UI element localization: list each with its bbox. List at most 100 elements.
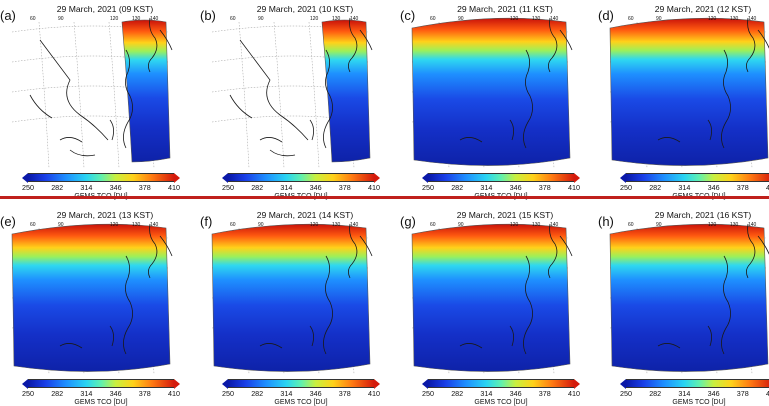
lon-label: 140 (748, 222, 757, 228)
lon-label: 120 (310, 16, 319, 22)
panel-title: 29 March, 2021 (10 KST) (256, 4, 354, 14)
lon-label: 60 (230, 16, 236, 22)
coastline (229, 17, 373, 157)
colorbar-tick-label: 346 (309, 389, 322, 398)
colorbar-tick-label: 410 (766, 183, 769, 192)
panel-letter: (g) (400, 214, 416, 229)
colorbar-gradient (28, 173, 174, 182)
colorbar-min-arrow (222, 173, 228, 183)
colorbar-min-arrow (422, 379, 428, 389)
colorbar (222, 379, 380, 389)
lon-label: 130 (332, 222, 341, 228)
coastline (459, 17, 573, 149)
lon-label: 140 (150, 222, 159, 228)
colorbar-tick-label: 410 (168, 183, 180, 192)
tco-map: 60 90 120 130 140 (411, 222, 573, 375)
colorbar-tick-label: 378 (736, 389, 749, 398)
colorbar-tick-label: 410 (368, 183, 380, 192)
panel-letter: (c) (400, 8, 416, 23)
lon-label: 120 (510, 16, 519, 22)
panel-letter: (d) (598, 8, 614, 23)
tco-map: 60 90 120 130 140 (211, 222, 373, 375)
colorbar-tick-label: 250 (222, 183, 234, 192)
lon-label: 130 (132, 222, 141, 228)
tco-map: 60 90 120 130 140 (609, 222, 769, 375)
colorbar-tick-label: 378 (338, 183, 351, 192)
map-panel: (c) 29 March, 2021 (11 KST) 60 90 120 130 140 2… (400, 0, 585, 200)
panel-letter: (f) (200, 214, 213, 229)
colorbar-min-arrow (620, 379, 626, 389)
panel-title: 29 March, 2021 (14 KST) (256, 210, 354, 220)
lon-label: 120 (310, 222, 319, 228)
colorbar-tick-label: 282 (451, 389, 464, 398)
colorbar-tick-label: 282 (649, 183, 662, 192)
colorbar-tick-label: 410 (568, 183, 580, 192)
panel-title: 29 March, 2021 (13 KST) (56, 210, 154, 220)
colorbar-tick-label: 314 (480, 389, 493, 398)
lon-label: 130 (532, 222, 541, 228)
colorbar-tick-label: 250 (620, 389, 632, 398)
colorbar-tick-label: 410 (168, 389, 180, 398)
colorbar-tick-label: 378 (338, 389, 351, 398)
colorbar-gradient (28, 379, 174, 388)
lon-label: 60 (628, 16, 634, 22)
map-panel: (d) 29 March, 2021 (12 KST) 60 90 120 130 140 2… (598, 0, 769, 200)
map-panel: (a) 29 March, 2021 (09 KST) 60 90 120 130 140 2… (0, 0, 185, 200)
lon-label: 60 (30, 16, 36, 22)
lon-label: 140 (350, 16, 359, 22)
ozone-field (411, 223, 571, 372)
colorbar (222, 173, 380, 183)
lon-label: 130 (332, 16, 341, 22)
coastline (259, 223, 373, 355)
lon-label: 60 (628, 222, 634, 228)
colorbar-min-arrow (22, 173, 28, 183)
colorbar-tick-label: 250 (422, 389, 434, 398)
colorbar-max-arrow (374, 173, 380, 183)
colorbar-ticks: 250 282 314 346 378 410 (620, 183, 769, 193)
lon-label: 120 (510, 222, 519, 228)
ozone-field (411, 17, 571, 166)
lon-label: 90 (258, 222, 264, 228)
panel-title: 29 March, 2021 (11 KST) (457, 4, 553, 14)
colorbar-tick-label: 346 (109, 389, 122, 398)
panel-letter: (h) (598, 214, 614, 229)
colorbar-ticks: 250 282 314 346 378 410 (422, 183, 580, 193)
colorbar-min-arrow (222, 379, 228, 389)
colorbar-gradient (626, 379, 769, 388)
colorbar-tick-label: 282 (251, 389, 264, 398)
colorbar-tick-label: 346 (309, 183, 322, 192)
colorbar-ticks: 250 282 314 346 378 410 (22, 183, 180, 193)
colorbar (620, 379, 769, 389)
colorbar-tick-label: 346 (707, 389, 720, 398)
lon-label: 120 (110, 222, 119, 228)
panel-letter: (e) (0, 214, 16, 229)
coastline (59, 223, 173, 355)
colorbar-tick-label: 314 (678, 183, 691, 192)
colorbar-tick-label: 250 (422, 183, 434, 192)
colorbar-tick-label: 410 (766, 389, 769, 398)
colorbar-ticks: 250 282 314 346 378 410 (422, 389, 580, 399)
ozone-field (609, 223, 769, 372)
colorbar-tick-label: 410 (568, 389, 580, 398)
colorbar (422, 379, 580, 389)
colorbar-gradient (228, 379, 374, 388)
ozone-field (121, 19, 171, 163)
colorbar-tick-label: 314 (678, 389, 691, 398)
tco-map: 60 90 120 130 140 (411, 16, 573, 169)
colorbar-tick-label: 282 (251, 183, 264, 192)
map-panel: (f) 29 March, 2021 (14 KST) 60 90 120 130 140 2… (200, 206, 385, 406)
coastline (657, 17, 769, 149)
colorbar-tick-label: 378 (138, 183, 151, 192)
colorbar-tick-label: 314 (280, 389, 293, 398)
lon-label: 130 (532, 16, 541, 22)
map-panel: (g) 29 March, 2021 (15 KST) 60 90 120 130 140 2… (400, 206, 585, 406)
row-divider (0, 196, 769, 199)
panel-title: 29 March, 2021 (09 KST) (56, 4, 154, 14)
lon-label: 130 (730, 222, 739, 228)
lon-label: 60 (230, 222, 236, 228)
map-panel: (e) 29 March, 2021 (13 KST) 60 90 120 130 140 2… (0, 206, 185, 406)
colorbar (620, 173, 769, 183)
tco-map: 60 90 120 130 140 (11, 222, 173, 375)
colorbar-gradient (428, 379, 574, 388)
coastline (459, 223, 573, 355)
